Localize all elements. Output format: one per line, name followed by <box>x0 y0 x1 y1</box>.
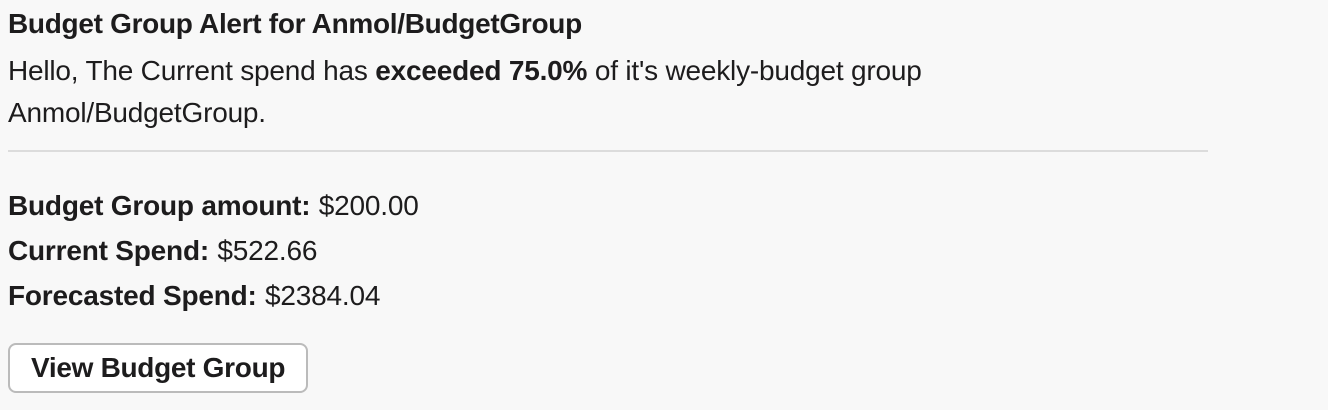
field-row-forecasted-spend: Forecasted Spend: $2384.04 <box>8 273 1328 318</box>
field-label: Budget Group amount: <box>8 190 311 221</box>
alert-body: Hello, The Current spend has exceeded 75… <box>8 50 1008 134</box>
alert-body-emphasis: exceeded 75.0% <box>375 55 588 86</box>
field-value: $522.66 <box>217 235 318 266</box>
budget-alert-message: Budget Group Alert for Anmol/BudgetGroup… <box>8 8 1328 393</box>
field-row-budget-amount: Budget Group amount: $200.00 <box>8 183 1328 228</box>
alert-body-suffix: of it's weekly-budget group Anmol/Budget… <box>8 55 922 128</box>
fields-section: Budget Group amount: $200.00 Current Spen… <box>8 183 1328 318</box>
divider <box>8 150 1208 152</box>
field-value: $2384.04 <box>265 280 381 311</box>
view-budget-group-button[interactable]: View Budget Group <box>8 343 309 393</box>
field-row-current-spend: Current Spend: $522.66 <box>8 228 1328 273</box>
field-label: Current Spend: <box>8 235 209 266</box>
alert-body-prefix: Hello, The Current spend has <box>8 55 376 86</box>
field-value: $200.00 <box>318 190 419 221</box>
field-label: Forecasted Spend: <box>8 280 257 311</box>
alert-title: Budget Group Alert for Anmol/BudgetGroup <box>8 8 582 39</box>
